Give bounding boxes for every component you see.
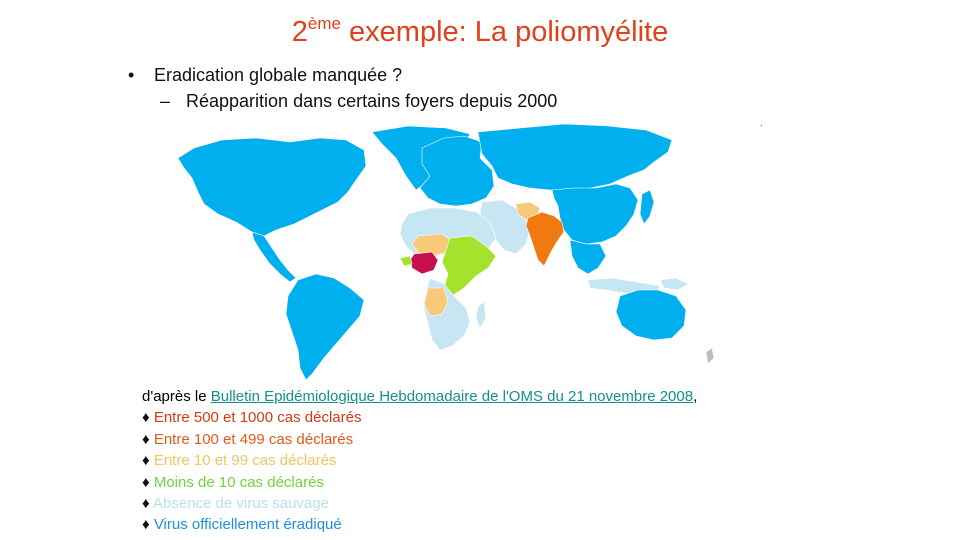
diamond-icon: ♦ <box>142 409 150 427</box>
legend: d'après le Bulletin Epidémiologique Hebd… <box>142 386 697 536</box>
map-region-northern-asia <box>477 123 673 191</box>
bullet-subtext: Réapparition dans certains foyers depuis… <box>186 91 558 111</box>
source-prefix: d'après le <box>142 388 211 405</box>
map-region-south-america <box>285 273 365 380</box>
map-region-west-africa <box>411 233 455 257</box>
bullet-level-1: • Eradication globale manquée ? <box>128 64 402 86</box>
title-number: 2 <box>291 16 308 48</box>
map-region-australia <box>615 289 687 341</box>
bullet-text: Eradication globale manquée ? <box>154 65 403 85</box>
legend-label: Absence de virus sauvage <box>153 495 329 513</box>
map-region-new-guinea <box>659 277 689 291</box>
legend-item: ♦ Absence de virus sauvage <box>142 493 697 514</box>
map-region-central-america <box>251 231 297 283</box>
legend-label: Entre 100 et 499 cas déclarés <box>153 430 354 448</box>
map-region-nigeria <box>409 251 439 275</box>
map-region-southeast-asia <box>569 239 607 275</box>
stray-mark: . <box>760 118 763 129</box>
source-link[interactable]: Bulletin Epidémiologique Hebdomadaire de… <box>210 388 694 405</box>
bullet-dot-icon: • <box>128 65 135 85</box>
map-region-japan <box>639 189 655 225</box>
diamond-icon: ♦ <box>142 473 150 491</box>
legend-label: Virus officiellement éradiqué <box>153 516 342 534</box>
map-region-new-zealand <box>705 347 715 365</box>
legend-item: ♦ Moins de 10 cas déclarés <box>142 472 697 493</box>
map-region-east-asia <box>551 183 639 245</box>
diamond-icon: ♦ <box>142 516 150 534</box>
diamond-icon: ♦ <box>142 430 150 448</box>
legend-label: Moins de 10 cas déclarés <box>153 473 324 491</box>
legend-label: Entre 10 et 99 cas déclarés <box>153 452 337 470</box>
world-map <box>160 118 760 380</box>
bullet-dash-icon: – <box>160 91 171 111</box>
legend-item: ♦ Entre 100 et 499 cas déclarés <box>142 429 697 450</box>
bullet-level-2: – Réapparition dans certains foyers depui… <box>160 90 557 112</box>
map-region-india <box>525 211 565 267</box>
legend-item: ♦ Entre 10 et 99 cas déclarés <box>142 450 697 471</box>
map-region-europe <box>419 135 495 207</box>
map-region-angola <box>423 287 449 317</box>
diamond-icon: ♦ <box>142 452 150 470</box>
world-map-graphic <box>177 123 715 380</box>
source-suffix: , <box>693 388 698 405</box>
map-region-madagascar <box>475 301 487 329</box>
legend-item: ♦ Virus officiellement éradiqué <box>142 514 697 535</box>
map-region-west-africa-small <box>399 255 413 267</box>
legend-item: ♦ Entre 500 et 1000 cas déclarés <box>142 407 697 428</box>
diamond-icon: ♦ <box>142 495 150 513</box>
slide-title: 2ème exemple: La poliomyélite <box>0 14 960 50</box>
legend-label: Entre 500 et 1000 cas déclarés <box>153 409 362 427</box>
map-region-north-america <box>177 137 367 237</box>
title-superscript: ème <box>307 14 341 33</box>
source-citation: d'après le Bulletin Epidémiologique Hebd… <box>142 386 697 407</box>
map-region-central-east-africa <box>441 235 497 297</box>
title-text: exemple: La poliomyélite <box>340 16 669 48</box>
